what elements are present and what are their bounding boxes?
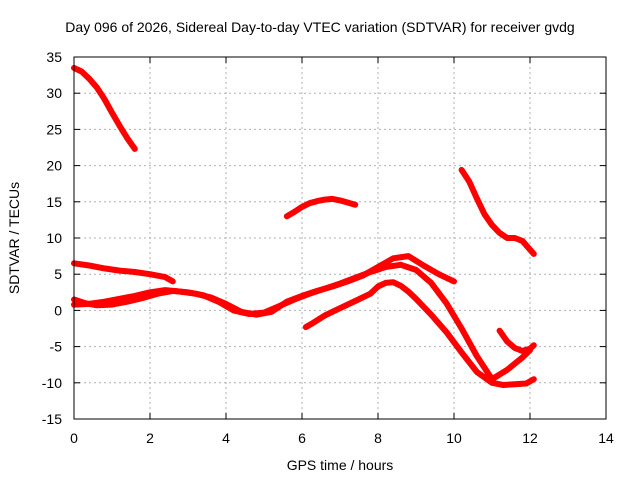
x-tick-label: 2 <box>146 430 154 446</box>
chart-title: Day 096 of 2026, Sidereal Day-to-day VTE… <box>65 19 575 35</box>
x-axis-label: GPS time / hours <box>286 457 394 473</box>
y-tick-label: -5 <box>50 339 63 355</box>
x-tick-label: 10 <box>446 430 462 446</box>
y-tick-label: 20 <box>46 158 62 174</box>
grid-lines <box>74 57 606 419</box>
series-line-arc-1 <box>71 64 138 152</box>
series-line-arc-6 <box>302 279 537 388</box>
series-line-arc-2 <box>71 260 176 285</box>
y-tick-label: 35 <box>46 49 62 65</box>
series-line-arc-4 <box>71 253 457 318</box>
series-line-arc-8 <box>496 327 537 354</box>
series-line-arc-7 <box>458 166 537 257</box>
y-tick-label: -15 <box>42 411 62 427</box>
series-line-arc-5 <box>283 195 359 220</box>
x-tick-label: 8 <box>374 430 382 446</box>
x-tick-label: 4 <box>222 430 230 446</box>
y-tick-label: 0 <box>54 302 62 318</box>
y-tick-label: 25 <box>46 121 62 137</box>
x-tick-label: 6 <box>298 430 306 446</box>
y-tick-label: -10 <box>42 375 62 391</box>
axis-ticks: 0 2 4 6 8 10 12 14 35 30 25 20 15 10 5 0 -5 -10 -15 <box>42 49 614 446</box>
y-tick-label: 10 <box>46 230 62 246</box>
x-tick-label: 14 <box>598 430 614 446</box>
x-tick-label: 0 <box>70 430 78 446</box>
plot-frame <box>73 56 607 420</box>
y-tick-label: 15 <box>46 194 62 210</box>
y-tick-label: 5 <box>54 266 62 282</box>
x-tick-label: 12 <box>522 430 538 446</box>
y-tick-label: 30 <box>46 85 62 101</box>
y-axis-label: SDTVAR / TECUs <box>6 181 22 295</box>
data-series <box>71 64 537 388</box>
